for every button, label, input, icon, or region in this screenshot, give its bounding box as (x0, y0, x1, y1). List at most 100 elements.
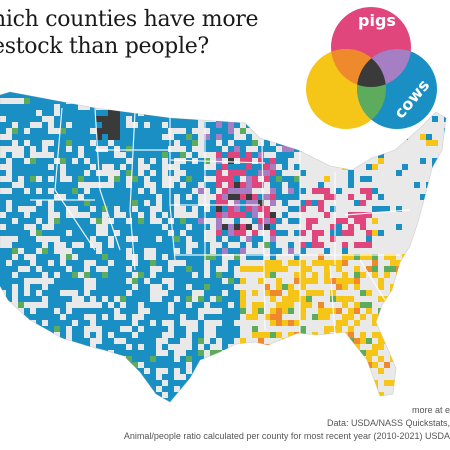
county-cell (192, 218, 198, 224)
county-cell (306, 386, 312, 392)
county-cell (288, 206, 294, 212)
county-cell (180, 326, 186, 332)
county-cell (294, 272, 300, 278)
county-cell (186, 134, 192, 140)
county-cell (18, 326, 24, 332)
county-cell (96, 134, 102, 140)
county-cell (354, 254, 360, 260)
county-cell (84, 254, 90, 260)
county-cell (36, 380, 42, 386)
county-cell (348, 230, 354, 236)
county-cell (48, 266, 54, 272)
county-cell (312, 368, 318, 374)
county-cell (252, 200, 258, 206)
county-cell (312, 398, 318, 402)
county-cell (408, 272, 414, 278)
county-cell (222, 128, 228, 134)
county-cell (180, 188, 186, 194)
county-cell (132, 242, 138, 248)
county-cell (78, 368, 84, 374)
county-cell (30, 332, 36, 338)
county-cell (174, 284, 180, 290)
county-cell (432, 260, 438, 266)
county-cell (144, 152, 150, 158)
county-cell (300, 380, 306, 386)
county-cell (246, 164, 252, 170)
county-cell (324, 368, 330, 374)
county-cell (162, 284, 168, 290)
county-cell (432, 272, 438, 278)
county-cell (108, 224, 114, 230)
county-cell (330, 230, 336, 236)
county-cell (228, 362, 234, 368)
county-cell (36, 224, 42, 230)
county-cell (138, 134, 144, 140)
county-cell (294, 182, 300, 188)
county-cell (132, 392, 138, 398)
footer-more-link[interactable]: more at e (411, 405, 450, 415)
county-cell (300, 170, 306, 176)
county-cell (138, 338, 144, 344)
county-cell (36, 182, 42, 188)
county-cell (144, 260, 150, 266)
county-cell (12, 104, 18, 110)
county-cell (102, 368, 108, 374)
county-cell (54, 218, 60, 224)
county-cell (126, 350, 132, 356)
county-cell (384, 362, 390, 368)
county-cell (84, 194, 90, 200)
county-cell (30, 284, 36, 290)
county-cell (36, 284, 42, 290)
county-cell (12, 326, 18, 332)
county-cell (66, 134, 72, 140)
county-cell (126, 308, 132, 314)
county-cell (138, 266, 144, 272)
county-cell (258, 380, 264, 386)
county-cell (228, 320, 234, 326)
county-cell (210, 134, 216, 140)
county-cell (180, 218, 186, 224)
county-cell (138, 128, 144, 134)
county-cell (258, 386, 264, 392)
county-cell (294, 386, 300, 392)
county-cell (408, 260, 414, 266)
county-cell (324, 212, 330, 218)
county-cell (384, 338, 390, 344)
county-cell (408, 356, 414, 362)
county-cell (138, 122, 144, 128)
county-cell (36, 356, 42, 362)
county-cell (96, 122, 102, 128)
county-cell (156, 392, 162, 398)
county-cell (144, 140, 150, 146)
county-cell (132, 164, 138, 170)
county-cell (6, 152, 12, 158)
county-cell (120, 218, 126, 224)
county-cell (420, 350, 426, 356)
county-cell (234, 374, 240, 380)
county-cell (96, 296, 102, 302)
county-cell (240, 188, 246, 194)
county-cell (438, 308, 444, 314)
county-cell (18, 200, 24, 206)
county-cell (18, 92, 24, 98)
county-cell (216, 314, 222, 320)
county-cell (240, 296, 246, 302)
county-cell (174, 302, 180, 308)
county-cell (270, 230, 276, 236)
county-cell (60, 128, 66, 134)
county-cell (54, 350, 60, 356)
county-cell (264, 350, 270, 356)
county-cell (234, 110, 240, 116)
county-cell (96, 128, 102, 134)
county-cell (150, 98, 156, 104)
county-cell (186, 140, 192, 146)
county-cell (174, 266, 180, 272)
county-cell (354, 338, 360, 344)
county-cell (24, 134, 30, 140)
county-cell (54, 326, 60, 332)
county-cell (240, 302, 246, 308)
county-cell (192, 92, 198, 98)
county-cell (132, 140, 138, 146)
county-cell (306, 302, 312, 308)
county-cell (312, 260, 318, 266)
